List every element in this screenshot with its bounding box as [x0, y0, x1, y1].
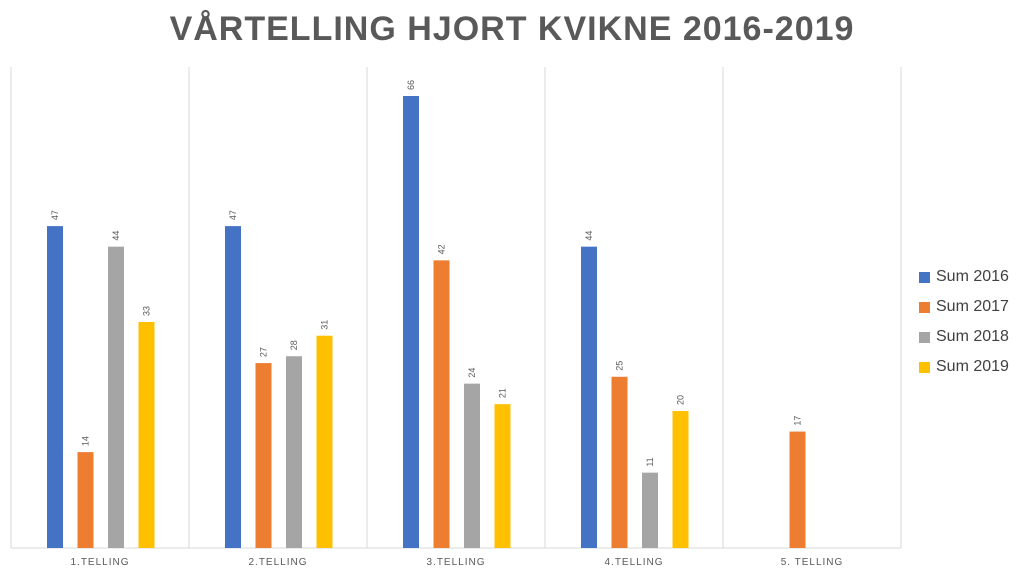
bar — [47, 226, 63, 548]
chart-title: VÅRTELLING HJORT KVIKNE 2016-2019 — [169, 10, 855, 48]
legend-label: Sum 2019 — [936, 358, 1009, 375]
bar — [77, 452, 94, 548]
bar — [642, 472, 658, 548]
bar — [789, 431, 806, 548]
chart-legend: Sum 2016 Sum 2017 Sum 2018 Sum 2019 — [919, 262, 1009, 382]
data-label: 66 — [406, 80, 416, 90]
category-tick-label: 5. TELLING — [781, 557, 844, 568]
legend-swatch — [919, 331, 930, 343]
category-tick-label: 2.TELLING — [248, 557, 307, 568]
category-tick-label: 4.TELLING — [604, 557, 663, 568]
bar — [108, 246, 124, 548]
bar — [403, 96, 419, 548]
legend-item: Sum 2017 — [919, 292, 1009, 322]
data-label: 14 — [81, 436, 91, 446]
legend-swatch — [919, 271, 930, 283]
data-label: 31 — [320, 320, 330, 330]
data-label: 11 — [645, 457, 655, 466]
data-label: 42 — [437, 244, 447, 254]
bar — [255, 363, 272, 548]
legend-label: Sum 2017 — [936, 298, 1009, 315]
legend-label: Sum 2016 — [936, 268, 1009, 285]
legend-item: Sum 2018 — [919, 322, 1009, 352]
legend-swatch — [919, 361, 930, 373]
bar — [316, 335, 333, 548]
bar — [494, 404, 511, 548]
data-label: 17 — [793, 416, 803, 426]
legend-item: Sum 2019 — [919, 352, 1009, 382]
data-label: 33 — [142, 306, 152, 316]
bar — [433, 260, 450, 548]
bar — [286, 356, 302, 548]
data-label: 21 — [498, 388, 508, 398]
data-label: 28 — [289, 340, 299, 350]
bar — [225, 226, 241, 548]
data-label: 47 — [50, 210, 60, 220]
bar — [138, 322, 155, 548]
legend-swatch — [919, 301, 930, 313]
data-label: 20 — [676, 395, 686, 405]
data-label: 27 — [259, 347, 269, 357]
data-label: 24 — [467, 368, 477, 378]
bar — [581, 246, 597, 548]
bar — [464, 383, 480, 548]
data-label: 47 — [228, 210, 238, 220]
data-label: 25 — [615, 361, 625, 371]
bar — [672, 411, 689, 548]
data-label: 44 — [111, 231, 121, 241]
legend-label: Sum 2018 — [936, 328, 1009, 345]
category-tick-label: 3.TELLING — [426, 557, 485, 568]
data-label: 44 — [584, 231, 594, 241]
legend-item: Sum 2016 — [919, 262, 1009, 292]
bar — [611, 376, 628, 548]
category-tick-label: 1.TELLING — [70, 557, 129, 568]
